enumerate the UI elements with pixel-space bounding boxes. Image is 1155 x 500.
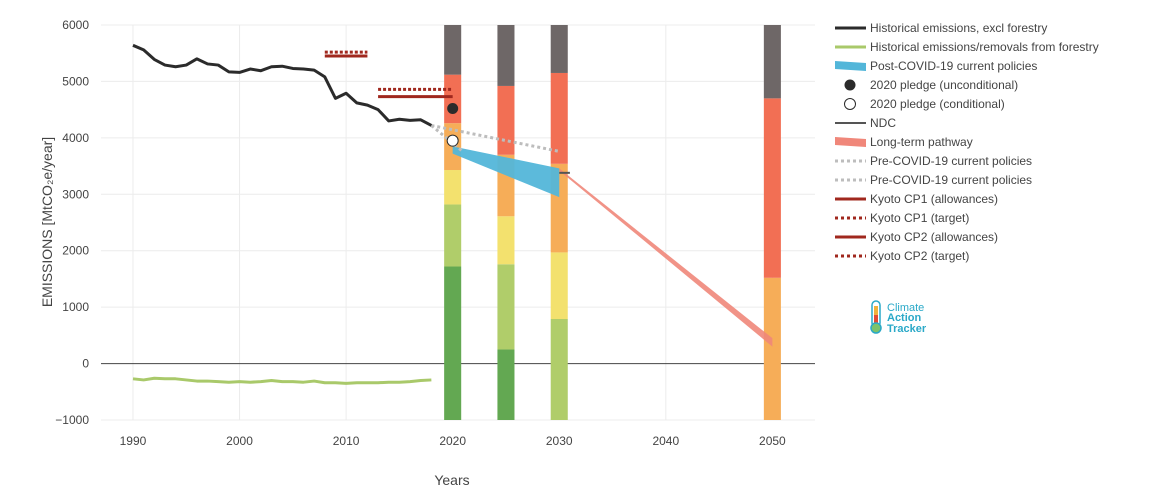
rating-bar-segment <box>497 264 515 350</box>
legend-item: Historical emissions, excl forestry <box>835 21 1047 35</box>
legend-label: 2020 pledge (unconditional) <box>870 78 1018 92</box>
legend-swatch-band <box>835 137 866 147</box>
legend-item: Kyoto CP1 (allowances) <box>835 192 998 206</box>
y-tick-label: 0 <box>82 357 89 371</box>
legend-swatch-dot <box>844 79 856 91</box>
y-tick-label: −1000 <box>55 413 89 427</box>
logo-line-3: Tracker <box>887 323 927 335</box>
rating-bar-segment <box>763 25 781 99</box>
pre-covid-policies-line-1 <box>431 123 560 153</box>
legend-label: Long-term pathway <box>870 135 973 149</box>
legend-label: Kyoto CP1 (target) <box>870 211 969 225</box>
historical-emissions-line <box>132 43 433 127</box>
legend-item: Kyoto CP2 (allowances) <box>835 230 998 244</box>
legend: Historical emissions, excl forestry Histo… <box>835 21 1099 263</box>
rating-bar-segment <box>497 349 515 420</box>
logo-line-2: Action <box>887 312 922 324</box>
y-tick-label: 3000 <box>62 187 89 201</box>
y-tick-label: 6000 <box>62 18 89 32</box>
logo-line-1: Climate <box>887 302 924 314</box>
rating-bar-segment <box>497 85 515 155</box>
x-tick-label: 2030 <box>546 434 573 448</box>
legend-label: Pre-COVID-19 current policies <box>870 154 1032 168</box>
legend-item: Kyoto CP1 (target) <box>835 211 969 225</box>
legend-swatch-dot <box>844 98 856 110</box>
legend-label: Pre-COVID-19 current policies <box>870 173 1032 187</box>
x-tick-label: 2040 <box>652 434 679 448</box>
rating-bar-segment <box>444 204 462 267</box>
rating-bar-segment <box>444 170 462 205</box>
forestry-emissions-line <box>132 376 432 385</box>
rating-bar-segment <box>763 98 781 278</box>
y-tick-label: 5000 <box>62 74 89 88</box>
x-tick-label: 2020 <box>439 434 466 448</box>
legend-item: Long-term pathway <box>835 135 973 149</box>
thermometer-icon <box>870 300 882 334</box>
y-tick-label: 1000 <box>62 300 89 314</box>
rating-bars <box>444 25 781 420</box>
x-tick-label: 2010 <box>333 434 360 448</box>
y-tick-label: 2000 <box>62 244 89 258</box>
legend-item: NDC <box>835 116 896 130</box>
legend-label: 2020 pledge (conditional) <box>870 97 1005 111</box>
long-term-pathway-band <box>559 168 773 347</box>
legend-item: 2020 pledge (conditional) <box>844 97 1005 111</box>
legend-label: Historical emissions/removals from fores… <box>870 40 1099 54</box>
x-axis-title: Years <box>434 472 469 488</box>
legend-item: Kyoto CP2 (target) <box>835 249 969 263</box>
rating-bar-segment <box>444 25 462 75</box>
rating-bar-segment <box>497 216 515 265</box>
y-tick-label: 4000 <box>62 131 89 145</box>
rating-bar-segment <box>444 266 462 420</box>
y-axis-title: EMISSIONS [MtCO₂e/year] <box>39 137 55 307</box>
rating-bar-segment <box>497 25 515 86</box>
rating-bar-segment <box>550 252 568 319</box>
x-tick-label: 1990 <box>120 434 147 448</box>
legend-swatch-band <box>835 61 866 71</box>
pledge-unconditional-point <box>447 103 459 115</box>
rating-bar-segment <box>763 277 781 420</box>
legend-item: Post-COVID-19 current policies <box>835 59 1037 73</box>
rating-bar-segment <box>444 74 462 124</box>
legend-label: Post-COVID-19 current policies <box>870 59 1037 73</box>
legend-label: NDC <box>870 116 896 130</box>
post-covid-policies-band <box>452 146 560 198</box>
legend-label: Historical emissions, excl forestry <box>870 21 1047 35</box>
legend-item: Pre-COVID-19 current policies <box>835 173 1032 187</box>
legend-label: Kyoto CP1 (allowances) <box>870 192 998 206</box>
rating-bar-segment <box>550 318 568 420</box>
axis-ticks: 1990 2000 2010 2020 2030 2040 2050 −1000 0 1000 20… <box>55 18 786 448</box>
rating-bar-segment <box>550 25 568 73</box>
series <box>132 43 773 385</box>
climate-action-tracker-logo: Climate Action Tracker <box>870 300 927 335</box>
x-tick-label: 2050 <box>759 434 786 448</box>
legend-label: Kyoto CP2 (target) <box>870 249 969 263</box>
legend-label: Kyoto CP2 (allowances) <box>870 230 998 244</box>
legend-item: Pre-COVID-19 current policies <box>835 154 1032 168</box>
legend-item: 2020 pledge (unconditional) <box>844 78 1018 92</box>
pledge-conditional-point <box>446 134 459 147</box>
x-tick-label: 2000 <box>226 434 253 448</box>
rating-bar-segment <box>550 72 568 164</box>
legend-item: Historical emissions/removals from fores… <box>835 40 1099 54</box>
